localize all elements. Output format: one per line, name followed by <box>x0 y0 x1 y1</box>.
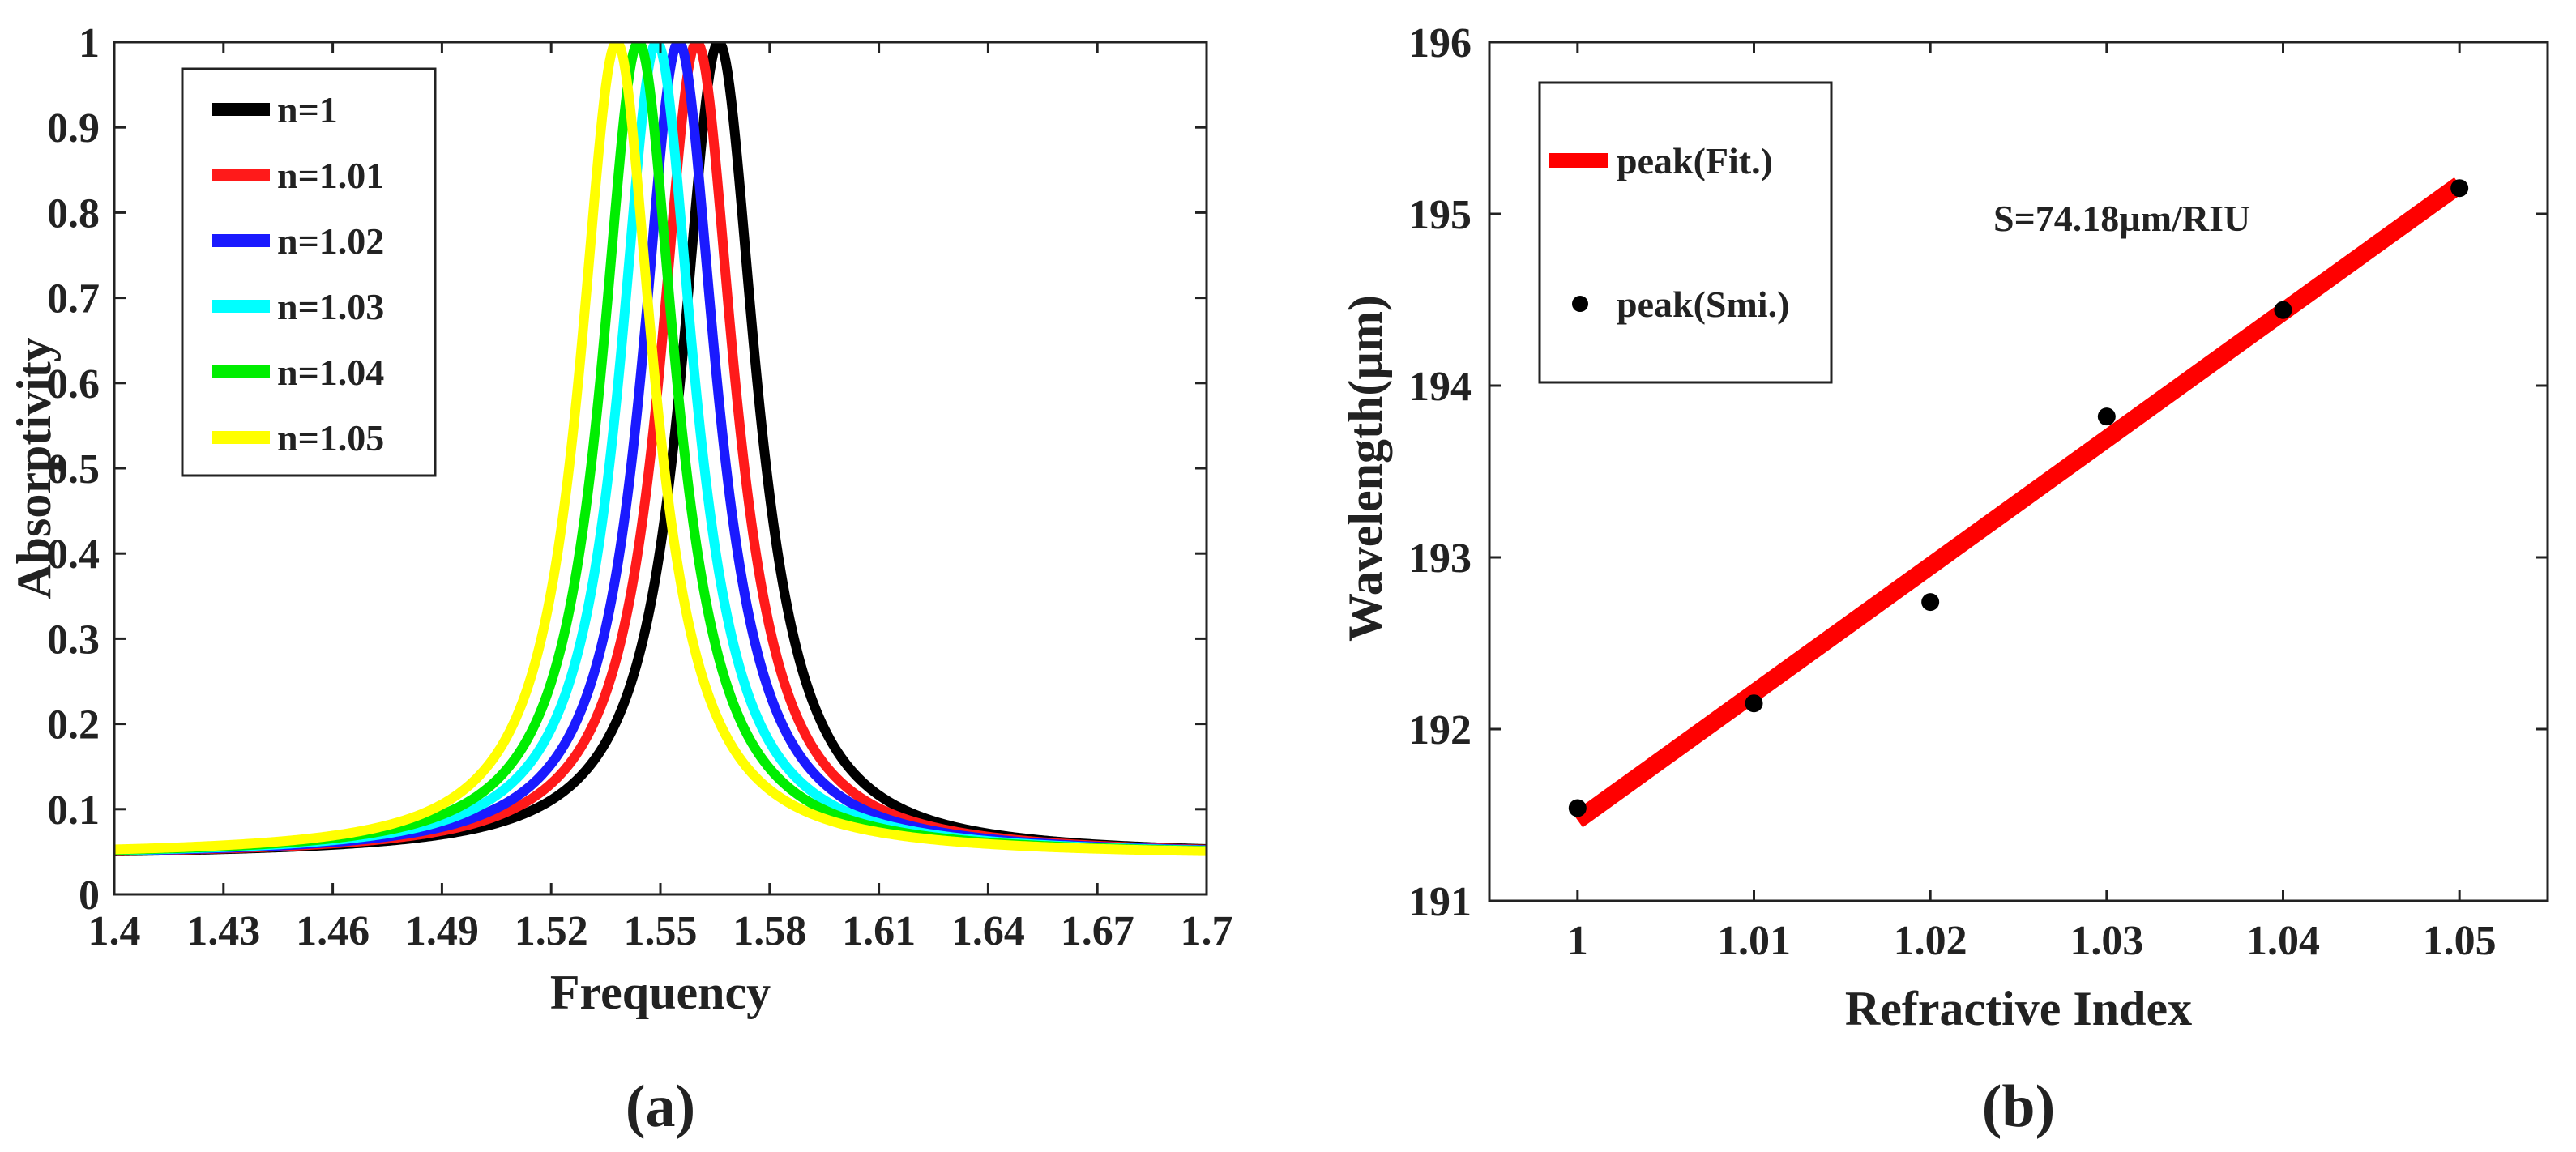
y-tick-label: 196 <box>1408 20 1472 66</box>
x-tick-label: 1.61 <box>842 908 916 954</box>
x-tick-label: 1.01 <box>1717 918 1791 964</box>
x-tick-label: 1.05 <box>2423 918 2497 964</box>
y-ticks-a: 0 0.1 0.2 0.3 0.4 0.5 0.6 0.7 0.8 0.9 1 <box>47 20 1207 919</box>
x-tick-label: 1.52 <box>515 908 588 954</box>
legend-label-n=1: n=1 <box>277 89 338 130</box>
x-tick-label: 1.43 <box>186 908 260 954</box>
legend-a: n=1 n=1.01 n=1.02 n=1.03 n=1.04 n=1.05 <box>181 67 437 477</box>
legend-box-a <box>181 67 437 477</box>
data-point <box>1921 593 1940 612</box>
axes-frame-b <box>1488 41 2549 902</box>
y-tick-label: 0 <box>79 873 100 919</box>
legend-points-swatch <box>1572 296 1588 312</box>
y-tick-label: 193 <box>1408 535 1472 582</box>
points-group <box>1568 179 2469 817</box>
y-axis-label-b: Wavelength(µm) <box>1339 295 1392 642</box>
x-tick-label: 1.67 <box>1061 908 1134 954</box>
x-ticks-b: 1 1.01 1.02 1.03 1.04 1.05 <box>1567 42 2497 964</box>
y-tick-label: 0.7 <box>47 276 100 322</box>
legend-label-n=1.03: n=1.03 <box>277 286 384 327</box>
y-tick-label: 0.1 <box>47 787 100 834</box>
x-tick-label: 1.02 <box>1894 918 1967 964</box>
y-axis-label-a: Absorptivity <box>7 337 61 599</box>
legend-label-n=1.01: n=1.01 <box>277 155 384 196</box>
x-tick-label: 1.4 <box>88 908 141 954</box>
x-axis-label-b: Refractive Index <box>1845 982 2192 1035</box>
sensitivity-annotation: S=74.18µm/RIU <box>1993 198 2250 239</box>
y-tick-label: 192 <box>1408 707 1472 753</box>
x-tick-label: 1.49 <box>405 908 479 954</box>
x-tick-label: 1.58 <box>733 908 806 954</box>
x-axis-label-a: Frequency <box>550 966 771 1019</box>
legend-label-n=1.02: n=1.02 <box>277 220 384 262</box>
legend-label-n=1.05: n=1.05 <box>277 417 384 459</box>
y-tick-label: 0.8 <box>47 190 100 237</box>
legend-fit-label: peak(Fit.) <box>1617 140 1773 181</box>
legend-box-b <box>1538 81 1833 384</box>
x-tick-label: 1.7 <box>1181 908 1233 954</box>
legend-b: peak(Fit.) peak(Smi.) <box>1538 81 1833 384</box>
y-tick-label: 0.5 <box>47 446 100 493</box>
y-tick-label: 191 <box>1408 879 1472 925</box>
x-tick-label: 1.03 <box>2070 918 2143 964</box>
y-tick-label: 0.2 <box>47 702 100 749</box>
x-tick-label: 1.46 <box>296 908 370 954</box>
y-tick-label: 194 <box>1408 364 1472 410</box>
x-tick-label: 1.04 <box>2246 918 2320 964</box>
y-tick-label: 0.9 <box>47 105 100 151</box>
series-line-n=1.05 <box>114 42 1207 856</box>
y-tick-label: 1 <box>79 20 100 66</box>
data-point <box>1745 694 1763 713</box>
x-ticks-a: 1.4 1.43 1.46 1.49 1.52 1.55 1.58 1.61 1.64 1.67 1… <box>88 42 1233 954</box>
x-tick-label: 1.55 <box>624 908 698 954</box>
y-tick-label: 195 <box>1408 192 1472 238</box>
legend-points-label: peak(Smi.) <box>1617 284 1789 325</box>
y-tick-label: 0.4 <box>47 531 100 578</box>
y-tick-label: 0.6 <box>47 361 100 407</box>
x-tick-label: 1 <box>1567 918 1588 964</box>
chart-b: 1 1.01 1.02 1.03 1.04 1.05 191 192 193 194 195 196… <box>1339 20 2549 1140</box>
y-tick-label: 0.3 <box>47 617 100 663</box>
y-ticks-b: 191 192 193 194 195 196 <box>1408 20 2548 925</box>
data-point <box>2274 301 2292 319</box>
data-point <box>1568 799 1587 817</box>
panel-label-a: (a) <box>626 1073 695 1140</box>
data-point <box>2450 179 2469 198</box>
panel-label-b: (b) <box>1982 1073 2055 1140</box>
chart-a: 1.4 1.43 1.46 1.49 1.52 1.55 1.58 1.61 1.64 1.67 1… <box>7 20 1233 1140</box>
fit-line <box>1572 177 2465 828</box>
x-tick-label: 1.64 <box>951 908 1025 954</box>
data-point <box>2097 407 2116 426</box>
fit-line-group <box>1572 177 2465 828</box>
legend-label-n=1.04: n=1.04 <box>277 352 384 393</box>
